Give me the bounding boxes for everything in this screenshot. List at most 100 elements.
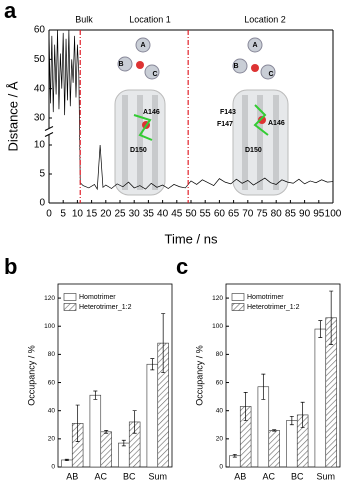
y-tick-label: 120 [44, 295, 55, 302]
bar [100, 431, 112, 468]
x-tick-label: 15 [86, 209, 98, 220]
x-tick-label: 45 [171, 209, 183, 220]
x-tick-label: 90 [299, 209, 311, 220]
y-tick-label: 40 [216, 407, 224, 414]
y-tick-label: 20 [48, 436, 56, 443]
inset-label: A146 [268, 120, 285, 127]
x-axis-label: Time / ns [165, 231, 218, 246]
panel-label: a [4, 0, 17, 23]
error-bar [261, 373, 266, 400]
bar [89, 394, 102, 468]
legend-swatch [231, 303, 245, 311]
error-bar [329, 290, 334, 345]
y-tick-label: 60 [48, 379, 56, 386]
x-tick-label: AB [234, 471, 246, 481]
y-tick-label: 50 [34, 54, 46, 65]
x-tick-label: AC [262, 471, 275, 481]
x-tick-label: 20 [100, 209, 112, 220]
error-bar [289, 415, 294, 426]
bar [118, 442, 130, 468]
x-tick-label: AB [66, 471, 78, 481]
x-tick-label: 30 [129, 209, 141, 220]
x-tick-label: 10 [72, 209, 84, 220]
inset-label: B [118, 61, 123, 68]
x-tick-label: Sum [148, 471, 167, 481]
error-bar [75, 404, 80, 443]
legend-label: Heterotrimer_1:2 [79, 304, 132, 311]
bar [61, 459, 73, 468]
inset-location-2 [232, 37, 289, 196]
x-tick-label: BC [123, 471, 136, 481]
error-bar [104, 430, 109, 434]
x-tick-label: 80 [271, 209, 283, 220]
x-tick-label: 85 [285, 209, 297, 220]
inset-label: C [152, 71, 157, 78]
error-bar [64, 458, 69, 462]
y-tick-label: 80 [48, 351, 56, 358]
error-bar [232, 453, 237, 458]
y-tick-label: 10 [34, 140, 46, 151]
x-tick-label: 35 [143, 209, 155, 220]
y-tick-label: 5 [39, 169, 45, 180]
inset-label: A [252, 42, 257, 49]
inset-label: A146 [143, 109, 160, 116]
legend-label: Heterotrimer_1:2 [247, 304, 300, 311]
error-bar [161, 313, 166, 374]
inset-label: F143 [220, 109, 236, 116]
y-tick-label: 80 [216, 351, 224, 358]
y-tick-label: 0 [219, 464, 223, 471]
y-tick-label: 30 [34, 113, 46, 124]
error-bar [121, 439, 126, 447]
panel-label: b [4, 254, 17, 279]
y-tick-label: 20 [216, 436, 224, 443]
error-bar [93, 390, 98, 400]
y-tick-label: 60 [34, 25, 46, 36]
legend-label: Homotrimer [247, 294, 284, 301]
bar [268, 430, 280, 468]
y-tick-label: 40 [48, 407, 56, 414]
y-tick-label: 100 [212, 323, 223, 330]
x-tick-label: 95 [313, 209, 325, 220]
legend-label: Homotrimer [79, 294, 116, 301]
y-axis-label: Occupancy / % [194, 345, 204, 406]
bar [314, 328, 327, 468]
x-tick-label: 25 [114, 209, 126, 220]
legend-swatch [63, 293, 77, 301]
plot-frame [57, 283, 173, 468]
error-bar [272, 429, 277, 432]
error-bar [243, 392, 248, 421]
bar [286, 420, 298, 468]
x-tick-label: BC [291, 471, 304, 481]
annotation: Location 1 [129, 14, 171, 24]
inset-label: B [233, 63, 238, 70]
x-tick-label: 55 [200, 209, 212, 220]
data-line [48, 29, 334, 191]
error-bar [150, 358, 155, 371]
legend-swatch [231, 293, 245, 301]
inset-label: A [140, 42, 145, 49]
y-tick-label: 0 [39, 198, 45, 209]
panel-label: c [176, 254, 188, 279]
x-tick-label: AC [94, 471, 107, 481]
legend-swatch [63, 303, 77, 311]
y-tick-label: 100 [44, 323, 55, 330]
x-tick-label: 70 [242, 209, 254, 220]
y-tick-label: 60 [216, 379, 224, 386]
error-bar [132, 410, 137, 434]
inset-label: F147 [217, 121, 233, 128]
annotations: Bulk Location 1 Location 2 [75, 14, 286, 24]
inset-location-1 [114, 37, 166, 196]
x-tick-label: 75 [256, 209, 268, 220]
y-tick-label: 0 [51, 464, 55, 471]
x-tick-label: Sum [316, 471, 335, 481]
bar [146, 363, 159, 468]
error-bar [300, 401, 305, 428]
x-tick-label: 50 [185, 209, 197, 220]
annotation: Location 2 [244, 14, 286, 24]
y-tick-label: 120 [212, 295, 223, 302]
inset-label: D150 [245, 147, 262, 154]
y-axis-label: Occupancy / % [26, 345, 36, 406]
y-tick-label: 40 [34, 83, 46, 94]
plot-frame [225, 283, 341, 468]
